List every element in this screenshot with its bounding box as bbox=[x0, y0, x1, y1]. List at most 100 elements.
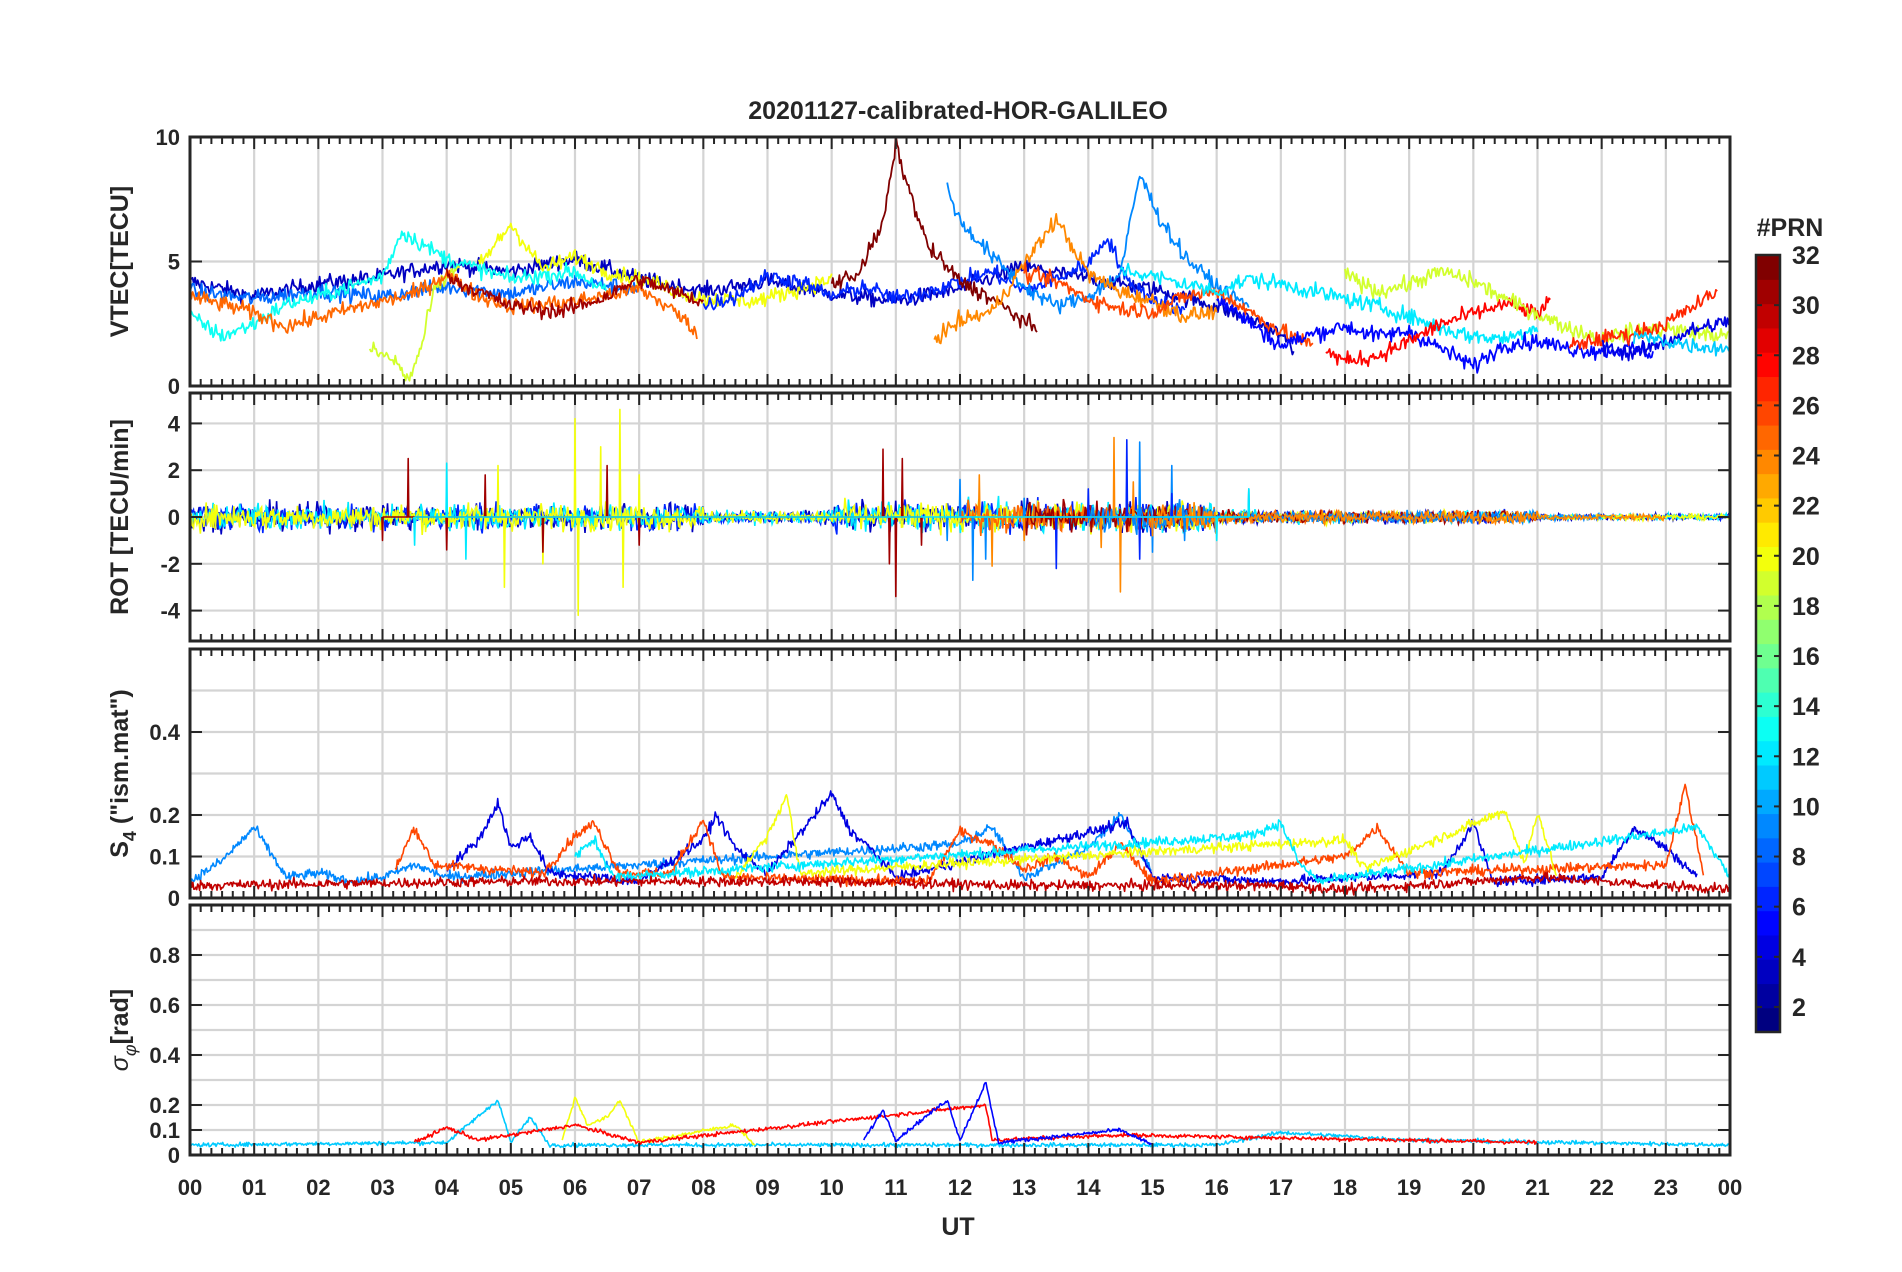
series-line-prn-32 bbox=[830, 137, 1038, 333]
colorbar-band bbox=[1756, 959, 1780, 985]
x-tick-label: 09 bbox=[755, 1175, 779, 1200]
series-line-prn-27 bbox=[1568, 289, 1718, 350]
x-tick-label: 01 bbox=[242, 1175, 266, 1200]
x-tick-label: 07 bbox=[627, 1175, 651, 1200]
colorbar-tick-label: 18 bbox=[1792, 593, 1820, 621]
colorbar-tick-label: 28 bbox=[1792, 342, 1820, 370]
x-axis: 00 01 02 03 04 05 06 07 08 09 10 11 12 13 14 15 16 17 18 19… bbox=[178, 1175, 1742, 1200]
x-tick-label: 20 bbox=[1461, 1175, 1485, 1200]
colorbar-tick-label: 12 bbox=[1792, 743, 1820, 771]
series-line-prn-31 bbox=[445, 268, 705, 321]
colorbar-tick-label: 2 bbox=[1792, 994, 1806, 1022]
colorbar-band bbox=[1756, 619, 1780, 645]
x-tick-label: 18 bbox=[1333, 1175, 1357, 1200]
colorbar-band bbox=[1756, 983, 1780, 1009]
colorbar-band bbox=[1756, 910, 1780, 936]
y-tick-label: 0.8 bbox=[149, 943, 180, 968]
y-tick-label: 0 bbox=[168, 1143, 180, 1168]
panel-rot-ylabel: ROT [TECU/min] bbox=[106, 419, 134, 615]
series-line-prn-6 bbox=[702, 238, 1186, 315]
series-line-prn-9 bbox=[946, 175, 1250, 315]
x-tick-label: 15 bbox=[1140, 1175, 1164, 1200]
panel-rot-series-group bbox=[190, 408, 1730, 617]
series-line-prn-19 bbox=[368, 265, 461, 382]
colorbar-band bbox=[1756, 934, 1780, 960]
colorbar-band bbox=[1756, 352, 1780, 378]
y-tick-label: -2 bbox=[160, 552, 180, 577]
colorbar-band bbox=[1756, 279, 1780, 305]
colorbar-tick-label: 32 bbox=[1792, 242, 1820, 270]
y-tick-label: 10 bbox=[156, 125, 180, 150]
colorbar-band bbox=[1756, 522, 1780, 547]
colorbar-band bbox=[1756, 570, 1780, 596]
x-tick-label: 06 bbox=[563, 1175, 587, 1200]
x-tick-label: 12 bbox=[948, 1175, 972, 1200]
colorbar-frame bbox=[1754, 253, 1782, 1034]
series-line-prn-20 bbox=[496, 408, 641, 617]
x-tick-label: 14 bbox=[1076, 1175, 1101, 1200]
colorbar-band bbox=[1756, 497, 1780, 523]
series-line-prn-20 bbox=[734, 794, 1558, 879]
colorbar-tick-label: 16 bbox=[1792, 643, 1820, 671]
panel-sigma-ylabel: σφ[rad] bbox=[106, 989, 140, 1071]
colorbar-band bbox=[1756, 716, 1780, 742]
y-tick-label: 0.4 bbox=[149, 720, 180, 745]
colorbar-title: #PRN bbox=[1757, 214, 1824, 242]
series-line-prn-5 bbox=[863, 1081, 1152, 1146]
colorbar-band bbox=[1756, 255, 1780, 280]
x-tick-label: 10 bbox=[819, 1175, 843, 1200]
x-tick-label: 22 bbox=[1589, 1175, 1613, 1200]
panel-vtec-ylabel: VTEC[TECU] bbox=[106, 186, 134, 337]
colorbar-band bbox=[1756, 594, 1780, 620]
colorbar-band bbox=[1756, 740, 1780, 766]
y-tick-label: 0.1 bbox=[149, 845, 180, 870]
panel-s4-series-group bbox=[190, 783, 1730, 896]
y-tick-label: 0 bbox=[168, 886, 180, 911]
colorbar-tick-label: 4 bbox=[1792, 944, 1806, 972]
colorbar-tick-label: 30 bbox=[1792, 292, 1820, 320]
colorbar-band bbox=[1756, 424, 1780, 450]
y-tick-label: 4 bbox=[168, 411, 181, 436]
series-line-prn-30 bbox=[190, 871, 1730, 896]
y-tick-label: -4 bbox=[160, 599, 180, 624]
panel-s4-ticks bbox=[189, 649, 1731, 899]
y-tick-label: 5 bbox=[168, 250, 180, 275]
x-tick-label: 08 bbox=[691, 1175, 715, 1200]
y-tick-label: 0.2 bbox=[149, 803, 180, 828]
panel-s4-ylabel: S4 ("ism.mat") bbox=[106, 689, 140, 858]
panel-vtec: 0 5 10 VTEC[TECU] bbox=[106, 125, 1732, 399]
colorbar-band bbox=[1756, 546, 1780, 572]
x-tick-label: 05 bbox=[499, 1175, 523, 1200]
x-tick-label: 21 bbox=[1525, 1175, 1549, 1200]
x-tick-label: 04 bbox=[434, 1175, 459, 1200]
panel-rot-ticks bbox=[189, 393, 1731, 641]
y-tick-label: 0.6 bbox=[149, 993, 180, 1018]
series-line-prn-26 bbox=[1023, 262, 1314, 347]
x-tick-label: 19 bbox=[1397, 1175, 1421, 1200]
series-line-prn-12 bbox=[574, 819, 1730, 885]
series-line-prn-24 bbox=[933, 213, 1218, 345]
y-tick-label: 2 bbox=[168, 458, 180, 483]
x-tick-label: 00 bbox=[178, 1175, 202, 1200]
x-tick-label: 16 bbox=[1204, 1175, 1228, 1200]
colorbar-tick-label: 6 bbox=[1792, 894, 1806, 922]
colorbar-band bbox=[1756, 327, 1780, 353]
y-tick-label: 0.4 bbox=[149, 1043, 180, 1068]
colorbar-tick-label: 14 bbox=[1792, 693, 1820, 721]
colorbar-band bbox=[1756, 764, 1780, 790]
panel-rot: -4 -2 0 2 4 ROT [TECU/min] bbox=[106, 391, 1732, 643]
panel-sigma-ticks bbox=[189, 905, 1731, 1156]
colorbar-band bbox=[1756, 473, 1780, 499]
x-axis-label: UT bbox=[941, 1213, 974, 1241]
panel-vtec-series-group bbox=[190, 137, 1730, 382]
panel-vtec-ticks bbox=[189, 136, 1731, 387]
colorbar-band bbox=[1756, 303, 1780, 329]
colorbar-band bbox=[1756, 837, 1780, 863]
panel-sigma: 00.10.2 0.4 0.6 0.8 σφ[rad] bbox=[106, 903, 1732, 1168]
y-tick-label: 0.1 bbox=[149, 1118, 180, 1143]
x-tick-label: 11 bbox=[884, 1175, 907, 1200]
x-tick-label: 23 bbox=[1654, 1175, 1678, 1200]
